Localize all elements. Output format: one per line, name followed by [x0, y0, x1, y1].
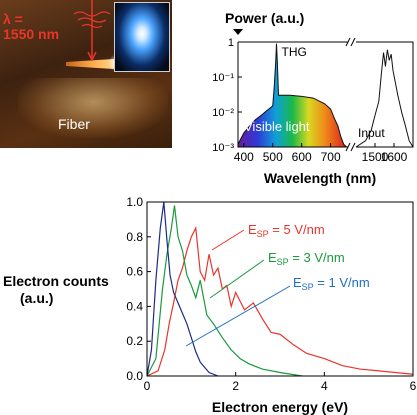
laser-pulse-icon — [73, 0, 111, 62]
series-label-1vnm: ESP = 1 V/nm — [293, 275, 370, 292]
fiber-tip — [66, 59, 122, 69]
x-tick-label: 2 — [232, 379, 239, 393]
annotation-visible-light: Visible light — [244, 119, 310, 134]
x-tick-label: 600 — [292, 150, 312, 164]
x-tick-label: 700 — [321, 150, 341, 164]
series-label-leader — [185, 285, 291, 347]
emission-inset-photo — [114, 2, 170, 72]
series-label-5vnm: ESP = 5 V/nm — [248, 222, 325, 239]
y-tick-label: 0.2 — [126, 334, 143, 348]
label-value: = 5 V/nm — [269, 222, 325, 237]
axis-break-mark — [345, 37, 351, 47]
label-subscript: SP — [302, 282, 314, 292]
series-1vnm-line — [146, 201, 219, 377]
y-tick-label: 10⁻² — [212, 107, 234, 119]
x-tick-label: 1500 — [362, 150, 389, 164]
fiber-photo: λ = 1550 nm Fiber — [0, 0, 172, 148]
series-label-leader — [209, 259, 265, 299]
spectrum-frame-right — [356, 41, 414, 148]
visible-spectrum-fill — [238, 43, 347, 147]
series-label-leader — [211, 229, 245, 251]
series-3vnm-line — [146, 205, 303, 377]
annotation-thg: THG — [282, 45, 307, 59]
lambda-value: 1550 nm — [3, 26, 60, 42]
x-tick-label: 500 — [263, 150, 283, 164]
series-thg-line — [237, 43, 347, 148]
y-tick-label: 10⁻³ — [212, 142, 234, 154]
x-tick-label: 6 — [410, 379, 417, 393]
y-tick-label: 1.0 — [126, 195, 143, 209]
y-tick-label: 0.4 — [126, 299, 143, 313]
fiber-label: Fiber — [58, 116, 90, 132]
label-e: E — [248, 222, 257, 237]
x-tick-label: 0 — [144, 379, 151, 393]
x-tick-label: 400 — [234, 150, 254, 164]
y-axis-label-line2: (a.u.) — [20, 290, 53, 306]
axis-break-mark — [350, 37, 356, 47]
series-label-3vnm: ESP = 3 V/nm — [268, 250, 345, 267]
x-axis-label: Wavelength (nm) — [264, 170, 376, 186]
axis-break-mark — [345, 142, 351, 152]
lambda-symbol: λ = — [3, 11, 23, 27]
y-tick-label: 0.0 — [126, 369, 143, 383]
y-axis-label-line1: Electron counts — [3, 273, 109, 289]
y-axis-label: Power (a.u.) — [225, 10, 304, 26]
y-tick-label: 0.8 — [126, 230, 143, 244]
axis-break-mark — [350, 142, 356, 152]
electron-chart: 0.0 0.2 0.4 0.6 0.8 1.0 0 2 4 6 Electron counts(a.… — [3, 195, 417, 415]
x-axis-label: Electron energy (eV) — [212, 399, 348, 415]
annotation-input: Input — [358, 126, 385, 140]
y-tick-label: 0.6 — [126, 265, 143, 279]
label-subscript: SP — [277, 257, 289, 267]
series-5vnm-line — [146, 226, 414, 377]
laser-wavelength: λ = 1550 nm — [3, 12, 59, 42]
label-value: = 1 V/nm — [314, 275, 370, 290]
label-subscript: SP — [257, 229, 269, 239]
x-tick-label: 1600 — [381, 150, 408, 164]
label-value: = 3 V/nm — [289, 250, 345, 265]
x-tick-label: 4 — [321, 379, 328, 393]
y-tick-label: 10⁻¹ — [212, 72, 234, 84]
label-e: E — [293, 275, 302, 290]
y-tick-label: 1 — [228, 37, 234, 49]
label-e: E — [268, 250, 277, 265]
series-input-line — [355, 49, 414, 148]
electron-plot-frame — [146, 201, 414, 377]
fiber-glow — [18, 78, 168, 138]
y-axis-arrow-icon — [233, 29, 243, 35]
